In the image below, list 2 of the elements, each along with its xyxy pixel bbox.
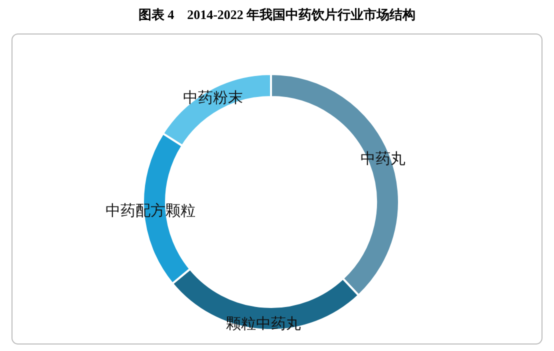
slice-label: 中药粉末 [182,88,243,106]
chart-title: 图表 4 2014-2022 年我国中药饮片行业市场结构 [138,7,416,22]
